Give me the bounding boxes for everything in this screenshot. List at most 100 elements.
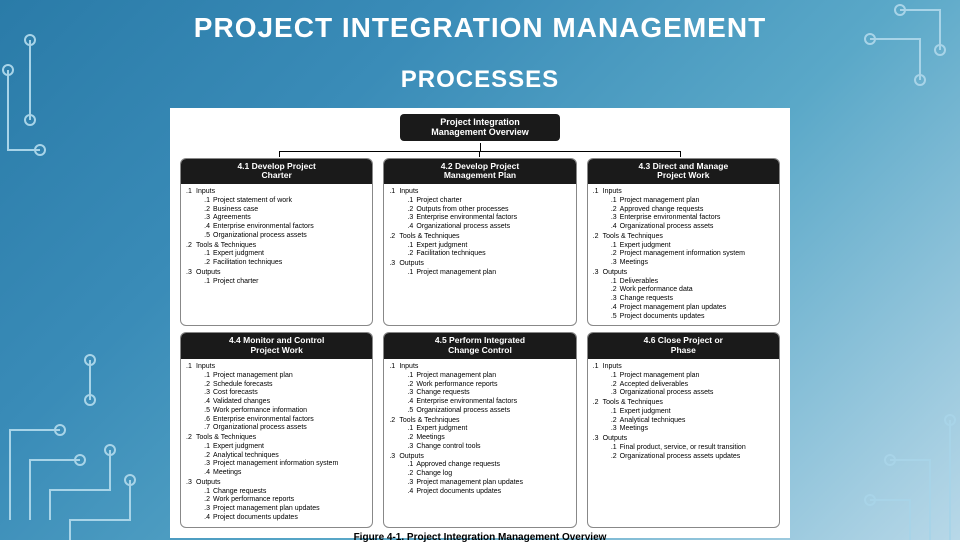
list-item: .3Cost forecasts xyxy=(200,389,367,398)
section-label: .2Tools & Techniques xyxy=(593,233,774,242)
section-label: .1Inputs xyxy=(186,188,367,197)
section-items: .1Change requests.2Work performance repo… xyxy=(200,488,367,523)
section-label: .2Tools & Techniques xyxy=(593,399,774,408)
card-title-l2: Project Work xyxy=(592,171,775,181)
list-item: .3Change requests xyxy=(607,295,774,304)
process-card-4-3: 4.3 Direct and ManageProject Work.1Input… xyxy=(587,158,780,327)
section-items: .1Project management plan.2Work performa… xyxy=(403,372,570,416)
process-card-4-1: 4.1 Develop ProjectCharter.1Inputs.1Proj… xyxy=(180,158,373,327)
list-item: .1Project charter xyxy=(200,278,367,287)
section-label: .3Outputs xyxy=(593,269,774,278)
overview-title-l2: Management Overview xyxy=(406,127,554,137)
card-header: 4.6 Close Project orPhase xyxy=(588,333,779,359)
list-item: .6Enterprise environmental factors xyxy=(200,416,367,425)
list-item: .5Organizational process assets xyxy=(403,407,570,416)
section-items: .1Project charter.2Outputs from other pr… xyxy=(403,197,570,232)
section-items: .1Project statement of work.2Business ca… xyxy=(200,197,367,241)
list-item: .3Change control tools xyxy=(403,443,570,452)
section-items: .1Expert judgment.2Meetings.3Change cont… xyxy=(403,425,570,451)
overview-title-box: Project Integration Management Overview xyxy=(400,114,560,141)
list-item: .4Project documents updates xyxy=(200,514,367,523)
card-body: .1Inputs.1Project management plan.2Sched… xyxy=(181,359,372,527)
list-item: .1Project management plan xyxy=(607,372,774,381)
slide-title: PROJECT INTEGRATION MANAGEMENT xyxy=(0,0,960,44)
card-body: .1Inputs.1Project charter.2Outputs from … xyxy=(384,184,575,282)
card-title-l2: Change Control xyxy=(388,346,571,356)
list-item: .4Organizational process assets xyxy=(607,223,774,232)
section-items: .1Project management plan xyxy=(403,269,570,278)
list-item: .2Work performance reports xyxy=(200,496,367,505)
list-item: .5Project documents updates xyxy=(607,313,774,322)
list-item: .1Deliverables xyxy=(607,278,774,287)
section-items: .1Project management plan.2Approved chan… xyxy=(607,197,774,232)
list-item: .3Organizational process assets xyxy=(607,389,774,398)
section-items: .1Expert judgment.2Analytical techniques… xyxy=(200,443,367,478)
list-item: .2Change log xyxy=(403,470,570,479)
list-item: .1Change requests xyxy=(200,488,367,497)
list-item: .1Expert judgment xyxy=(607,408,774,417)
list-item: .3Change requests xyxy=(403,389,570,398)
card-header: 4.3 Direct and ManageProject Work xyxy=(588,159,779,185)
section-label: .2Tools & Techniques xyxy=(186,242,367,251)
list-item: .2Facilitation techniques xyxy=(200,259,367,268)
list-item: .3Project management information system xyxy=(200,460,367,469)
section-items: .1Approved change requests.2Change log.3… xyxy=(403,461,570,496)
list-item: .7Organizational process assets xyxy=(200,424,367,433)
figure-caption: Figure 4-1. Project Integration Manageme… xyxy=(180,532,780,543)
list-item: .3Enterprise environmental factors xyxy=(607,214,774,223)
section-label: .1Inputs xyxy=(186,363,367,372)
section-items: .1Expert judgment.2Project management in… xyxy=(607,242,774,268)
list-item: .2Work performance data xyxy=(607,286,774,295)
list-item: .2Organizational process assets updates xyxy=(607,453,774,462)
list-item: .3Project management plan updates xyxy=(200,505,367,514)
list-item: .1Expert judgment xyxy=(607,242,774,251)
list-item: .3Enterprise environmental factors xyxy=(403,214,570,223)
overview-title-l1: Project Integration xyxy=(406,117,554,127)
section-label: .1Inputs xyxy=(593,188,774,197)
section-items: .1Expert judgment.2Facilitation techniqu… xyxy=(200,250,367,268)
list-item: .4Validated changes xyxy=(200,398,367,407)
section-label: .3Outputs xyxy=(186,269,367,278)
card-body: .1Inputs.1Project management plan.2Work … xyxy=(384,359,575,500)
list-item: .2Analytical techniques xyxy=(200,452,367,461)
tree-connector-stem xyxy=(480,143,481,151)
overview-diagram: Project Integration Management Overview … xyxy=(170,108,790,538)
process-card-4-5: 4.5 Perform IntegratedChange Control.1In… xyxy=(383,332,576,527)
list-item: .1Expert judgment xyxy=(200,443,367,452)
list-item: .1Project management plan xyxy=(403,372,570,381)
section-label: .3Outputs xyxy=(593,435,774,444)
card-header: 4.2 Develop ProjectManagement Plan xyxy=(384,159,575,185)
list-item: .4Enterprise environmental factors xyxy=(200,223,367,232)
list-item: .2Meetings xyxy=(403,434,570,443)
list-item: .2Work performance reports xyxy=(403,381,570,390)
cards-grid: 4.1 Develop ProjectCharter.1Inputs.1Proj… xyxy=(180,158,780,528)
card-header: 4.4 Monitor and ControlProject Work xyxy=(181,333,372,359)
list-item: .2Accepted deliverables xyxy=(607,381,774,390)
section-label: .2Tools & Techniques xyxy=(186,434,367,443)
list-item: .4Project management plan updates xyxy=(607,304,774,313)
card-title-l2: Project Work xyxy=(185,346,368,356)
card-title-l2: Management Plan xyxy=(388,171,571,181)
section-items: .1Project management plan.2Schedule fore… xyxy=(200,372,367,433)
list-item: .4Organizational process assets xyxy=(403,223,570,232)
card-body: .1Inputs.1Project management plan.2Appro… xyxy=(588,184,779,325)
section-label: .2Tools & Techniques xyxy=(389,417,570,426)
section-label: .2Tools & Techniques xyxy=(389,233,570,242)
section-label: .3Outputs xyxy=(186,479,367,488)
section-label: .1Inputs xyxy=(389,188,570,197)
card-title-l2: Phase xyxy=(592,346,775,356)
process-card-4-4: 4.4 Monitor and ControlProject Work.1Inp… xyxy=(180,332,373,527)
list-item: .2Facilitation techniques xyxy=(403,250,570,259)
list-item: .4Enterprise environmental factors xyxy=(403,398,570,407)
section-label: .1Inputs xyxy=(593,363,774,372)
list-item: .3Meetings xyxy=(607,259,774,268)
list-item: .2Approved change requests xyxy=(607,206,774,215)
section-items: .1Final product, service, or result tran… xyxy=(607,444,774,462)
section-label: .1Inputs xyxy=(389,363,570,372)
section-items: .1Project charter xyxy=(200,278,367,287)
card-header: 4.1 Develop ProjectCharter xyxy=(181,159,372,185)
section-label: .3Outputs xyxy=(389,260,570,269)
list-item: .3Agreements xyxy=(200,214,367,223)
list-item: .1Project management plan xyxy=(607,197,774,206)
list-item: .1Final product, service, or result tran… xyxy=(607,444,774,453)
